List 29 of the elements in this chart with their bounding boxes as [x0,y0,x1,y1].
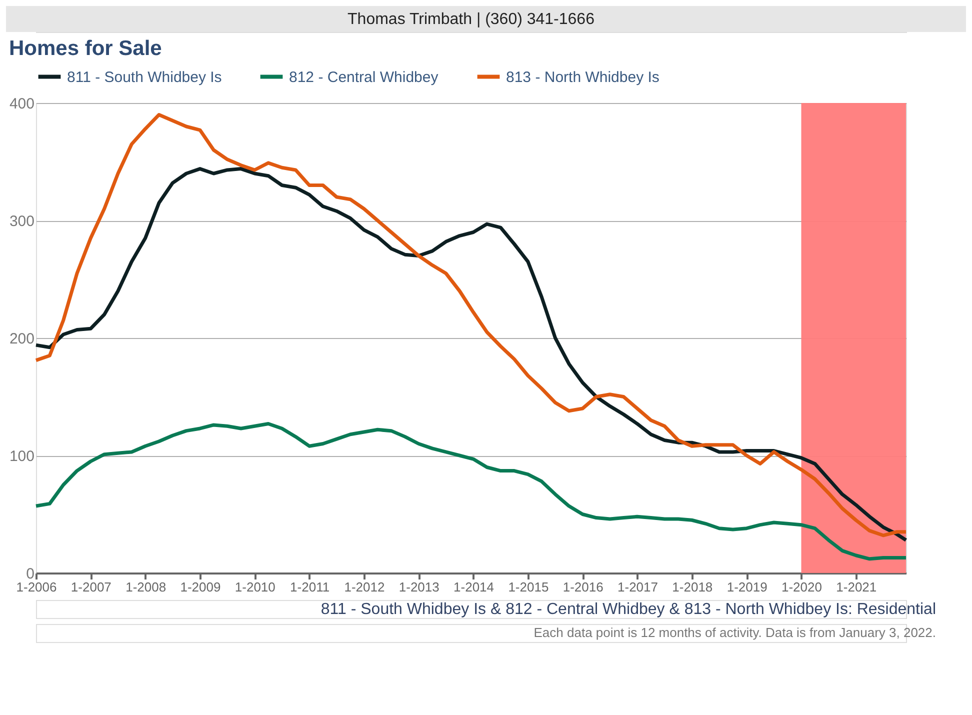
x-tick-label: 1-2019 [726,580,768,594]
x-tick-label: 1-2021 [836,580,877,594]
x-tick-label: 1-2009 [180,580,221,594]
x-tick-label: 1-2017 [618,580,658,594]
y-tick-label: 0 [26,566,34,582]
x-tick-label: 1-2020 [781,580,822,594]
x-tick-label: 1-2015 [508,580,549,594]
text: Thomas Trimbath | (360) 341-1666 [348,11,595,28]
y-tick-label: 100 [9,448,34,465]
legend-label: 812 - Central Whidbey [289,68,439,86]
line-series [34,422,908,561]
x-tick-label: 1-2008 [126,580,166,594]
text: Each data point is 12 months of activity. Data is from January 3, 2022. [534,625,936,640]
x-tick-label: 1-2014 [454,580,494,594]
x-tick-label: 1-2016 [562,580,604,594]
chart-title: Homes for Sale [8,37,162,60]
x-tick-label: 1-2006 [16,580,57,594]
x-tick-label: 1-2011 [290,580,330,594]
x-tick-label: 1-2018 [672,580,713,594]
x-tick-label: 1-2010 [234,580,276,594]
y-tick-label: 400 [9,96,34,112]
text: 811 - South Whidbey Is & 812 - Central Whidbey & 813 - North Whidbey Is: Residential [320,601,936,618]
legend-label: 811 - South Whidbey Is [67,68,222,86]
legend-label: 813 - North Whidbey Is [506,68,660,86]
x-tick-label: 1-2013 [398,580,440,594]
y-tick-label: 200 [9,330,34,348]
y-tick-label: 300 [9,213,34,230]
x-tick-label: 1-2007 [70,580,112,594]
x-tick-label: 1-2012 [344,580,385,594]
